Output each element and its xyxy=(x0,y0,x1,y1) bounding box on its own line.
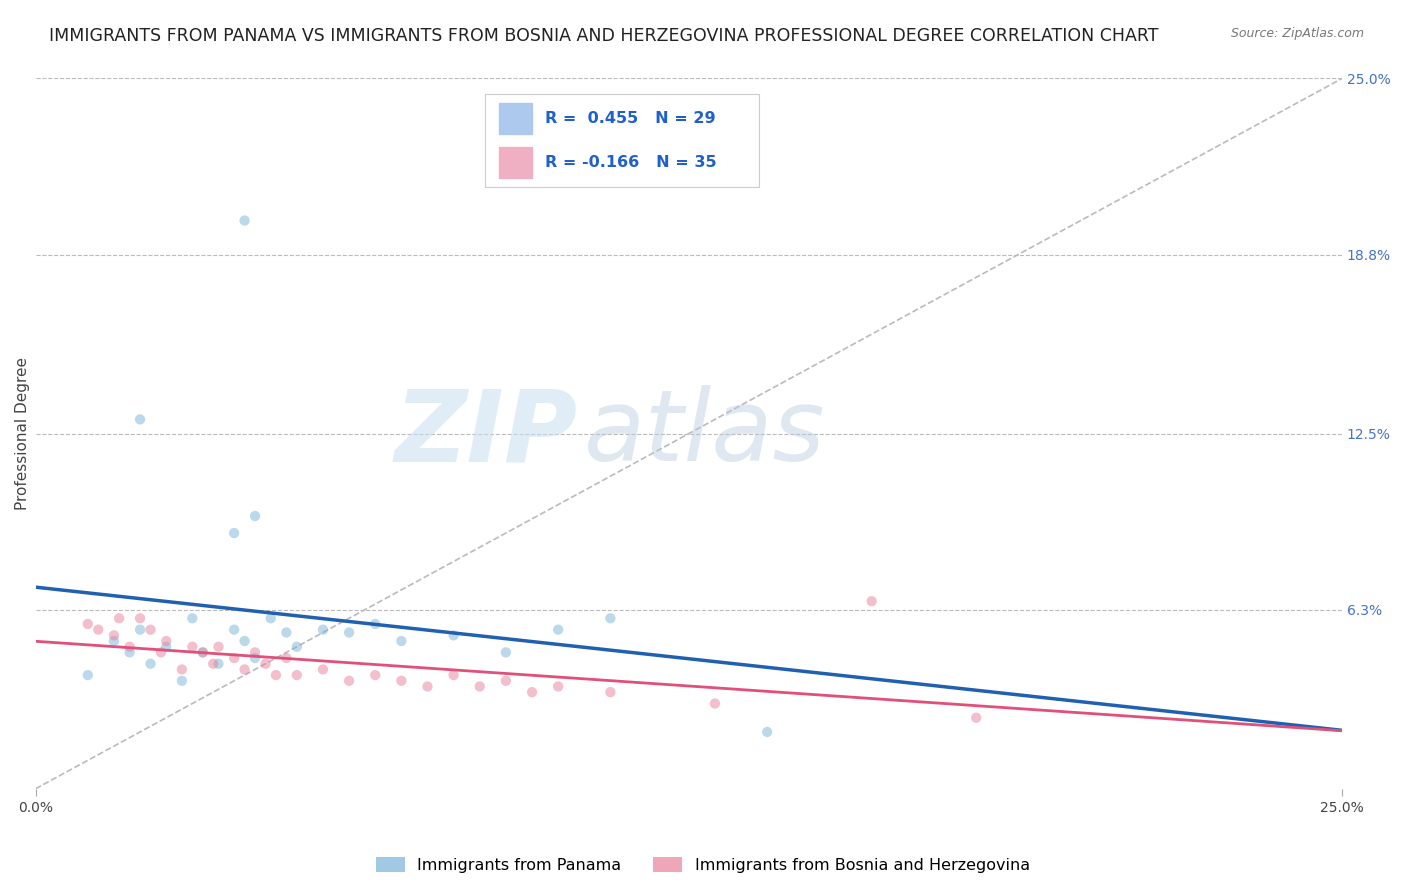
Point xyxy=(416,680,439,694)
Point xyxy=(443,628,465,642)
Point xyxy=(243,651,266,665)
Point xyxy=(860,594,883,608)
Point xyxy=(243,645,266,659)
Point xyxy=(547,680,569,694)
Point xyxy=(703,697,725,711)
Point xyxy=(155,634,177,648)
Point xyxy=(285,668,308,682)
Point xyxy=(337,625,360,640)
Point xyxy=(103,634,125,648)
Point xyxy=(108,611,131,625)
Point xyxy=(233,213,256,227)
Point xyxy=(364,668,387,682)
Point xyxy=(233,634,256,648)
Point xyxy=(129,623,152,637)
Point xyxy=(202,657,225,671)
Point xyxy=(118,645,141,659)
Point xyxy=(264,668,287,682)
Point xyxy=(443,668,465,682)
Point xyxy=(224,623,246,637)
Point xyxy=(547,623,569,637)
Point xyxy=(756,725,779,739)
Point xyxy=(76,668,98,682)
Point xyxy=(254,657,277,671)
Point xyxy=(118,640,141,654)
Point xyxy=(170,662,193,676)
Point xyxy=(87,623,110,637)
Point xyxy=(312,662,335,676)
Point xyxy=(191,645,214,659)
FancyBboxPatch shape xyxy=(499,147,531,178)
Point xyxy=(243,508,266,523)
Point xyxy=(155,640,177,654)
Point xyxy=(285,640,308,654)
Point xyxy=(207,640,229,654)
Point xyxy=(389,634,412,648)
Point xyxy=(76,617,98,632)
Point xyxy=(129,611,152,625)
Point xyxy=(364,617,387,632)
Point xyxy=(468,680,491,694)
Text: R = -0.166   N = 35: R = -0.166 N = 35 xyxy=(546,154,717,169)
Text: Source: ZipAtlas.com: Source: ZipAtlas.com xyxy=(1230,27,1364,40)
Point xyxy=(312,623,335,637)
Text: IMMIGRANTS FROM PANAMA VS IMMIGRANTS FROM BOSNIA AND HERZEGOVINA PROFESSIONAL DE: IMMIGRANTS FROM PANAMA VS IMMIGRANTS FRO… xyxy=(49,27,1159,45)
Point xyxy=(495,673,517,688)
Point xyxy=(191,645,214,659)
Point xyxy=(337,673,360,688)
Point xyxy=(260,611,283,625)
Point xyxy=(389,673,412,688)
Point xyxy=(207,657,229,671)
Point xyxy=(149,645,172,659)
Text: ZIP: ZIP xyxy=(395,385,578,482)
Point xyxy=(599,685,621,699)
Point xyxy=(181,611,204,625)
Point xyxy=(599,611,621,625)
Point xyxy=(170,673,193,688)
Point xyxy=(224,526,246,541)
Point xyxy=(276,625,298,640)
FancyBboxPatch shape xyxy=(499,103,531,134)
Point xyxy=(139,623,162,637)
Point xyxy=(965,711,987,725)
Y-axis label: Professional Degree: Professional Degree xyxy=(15,357,30,510)
Legend: Immigrants from Panama, Immigrants from Bosnia and Herzegovina: Immigrants from Panama, Immigrants from … xyxy=(370,851,1036,880)
Point xyxy=(103,628,125,642)
Point xyxy=(129,412,152,426)
Point xyxy=(520,685,543,699)
Text: R =  0.455   N = 29: R = 0.455 N = 29 xyxy=(546,111,716,126)
Point xyxy=(276,651,298,665)
Point xyxy=(224,651,246,665)
Text: atlas: atlas xyxy=(585,385,825,482)
Point xyxy=(233,662,256,676)
Point xyxy=(181,640,204,654)
Point xyxy=(139,657,162,671)
Point xyxy=(495,645,517,659)
